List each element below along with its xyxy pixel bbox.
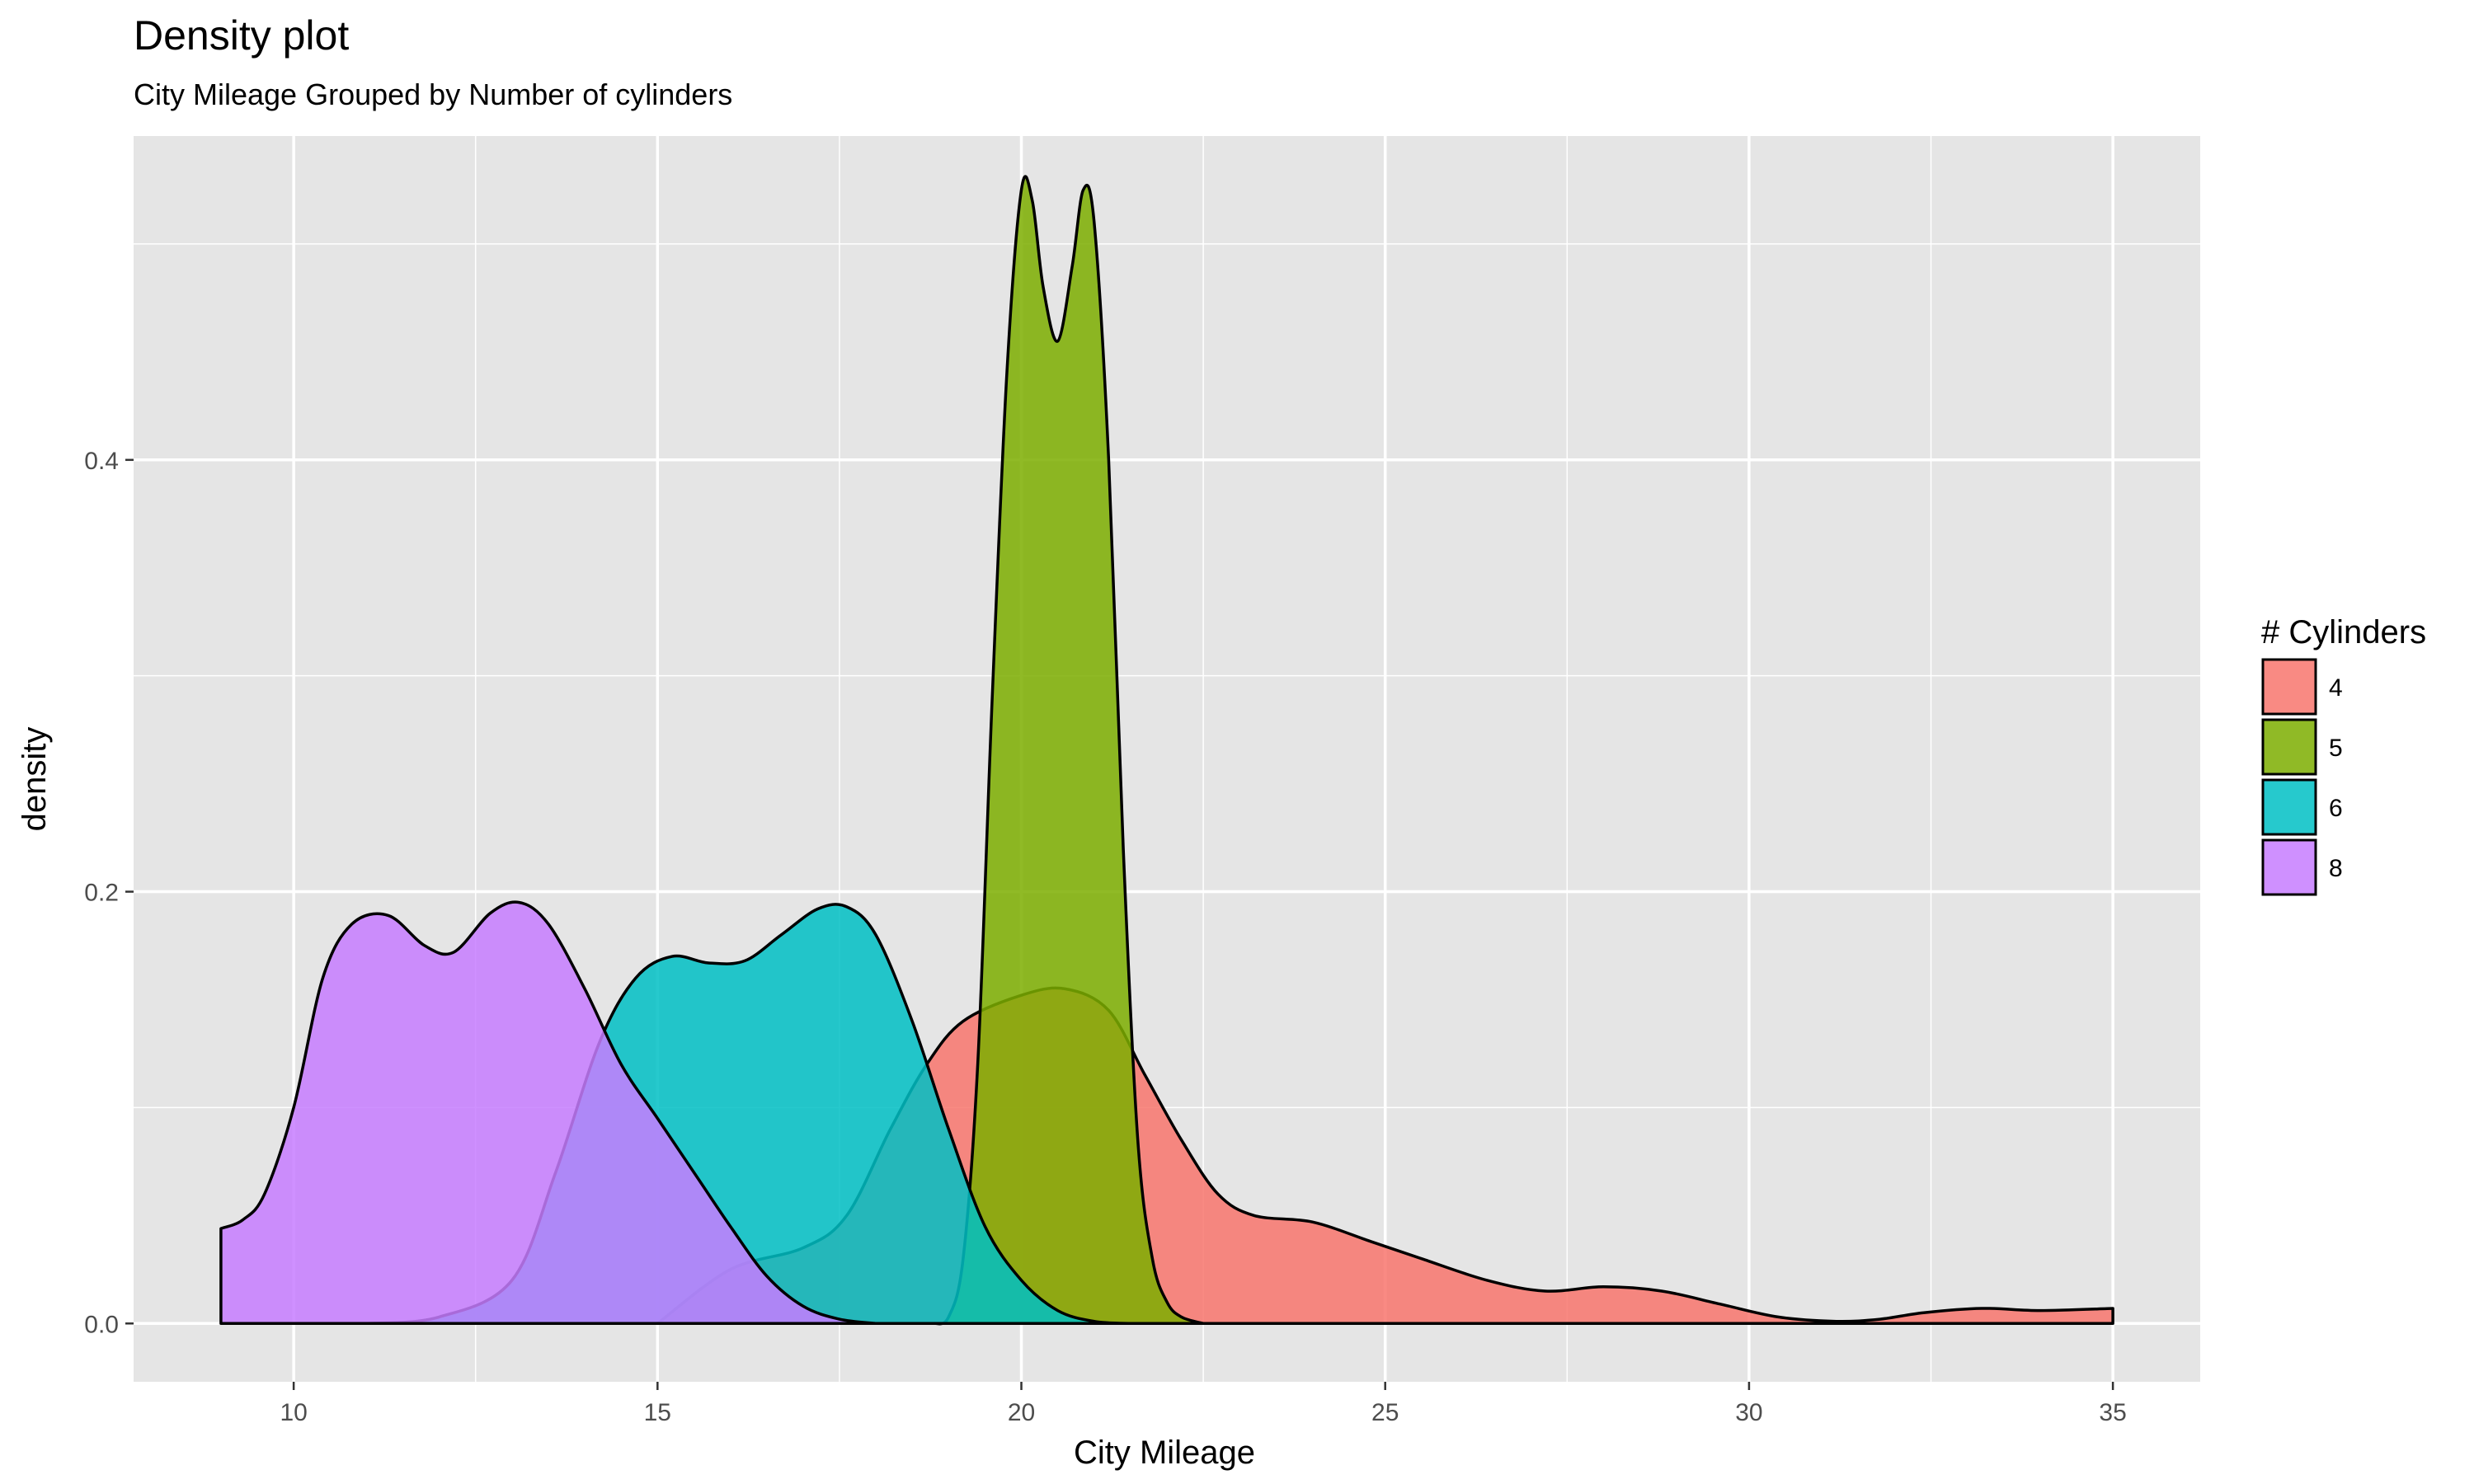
x-axis-title: City Mileage [1074,1435,1255,1471]
chart-subtitle: City Mileage Grouped by Number of cylind… [134,77,732,111]
density-area-8 [219,900,877,1326]
y-axis-title: density [16,727,53,832]
x-tick-label: 35 [2099,1399,2126,1426]
y-tick-label: 0.0 [84,1311,119,1338]
legend-label-5: 5 [2329,735,2343,762]
legend-label-4: 4 [2329,674,2343,702]
density-areas [219,175,2114,1326]
density-area-5 [932,175,1205,1326]
y-tick-label: 0.4 [84,448,119,475]
legend-title: # Cylinders [2261,614,2426,650]
x-tick-label: 25 [1371,1399,1399,1426]
y-tick-label: 0.2 [84,880,119,907]
legend-key-4 [2261,658,2317,716]
axes: 10 15 20 25 30 35 0.0 0.2 0.4 [84,448,2127,1426]
legend-label-8: 8 [2329,855,2343,882]
legend-key-6 [2261,778,2317,836]
x-tick-label: 10 [280,1399,307,1426]
x-tick-label: 15 [644,1399,671,1426]
chart-title: Density plot [134,12,349,59]
x-tick-label: 30 [1735,1399,1762,1426]
legend-key-8 [2261,838,2317,896]
legend: # Cylinders 4 5 6 8 [2261,614,2426,896]
legend-key-5 [2261,718,2317,776]
legend-label-6: 6 [2329,795,2343,822]
x-tick-label: 20 [1008,1399,1035,1426]
